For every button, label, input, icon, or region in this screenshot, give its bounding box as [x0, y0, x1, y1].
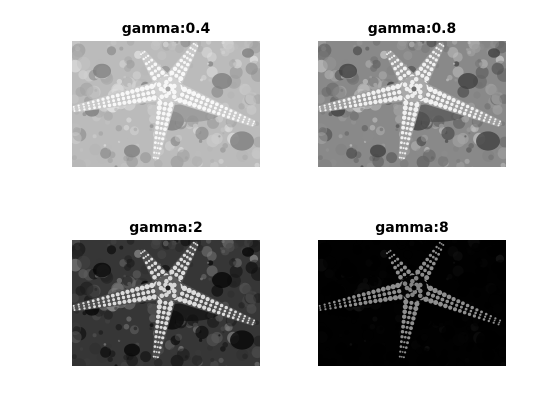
panel-title: gamma:2: [129, 220, 203, 236]
starfish-image: [318, 41, 506, 167]
panel-title: gamma:0.4: [121, 21, 211, 37]
starfish-image: [318, 240, 506, 366]
starfish-image: [72, 240, 260, 366]
starfish-image: [72, 41, 260, 167]
panel-title: gamma:8: [375, 220, 449, 236]
panel-title: gamma:0.8: [367, 21, 457, 37]
